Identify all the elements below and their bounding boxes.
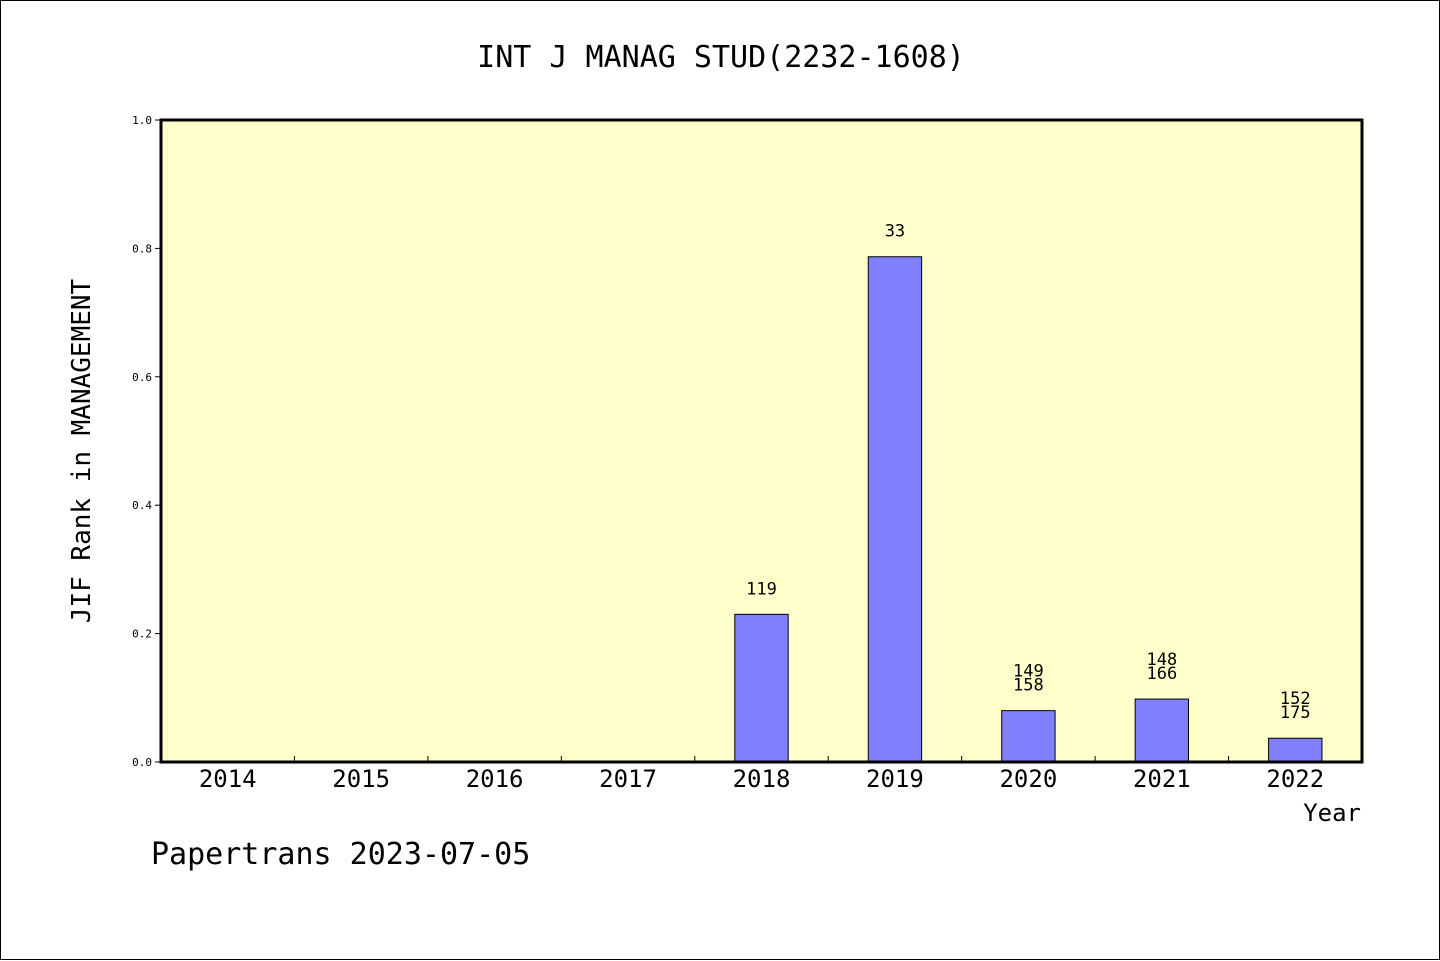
bar-2021	[1134, 698, 1190, 763]
x-tick-label-2018: 2018	[733, 765, 791, 793]
y-axis-label: JIF Rank in MANAGEMENT	[67, 278, 97, 623]
y-tick-label-0: 0.0	[132, 756, 152, 769]
x-tick-label-2019: 2019	[866, 765, 924, 793]
plot-border	[159, 118, 1364, 764]
y-axis: 0.0 0.2 0.4 0.6 0.8 1.0	[132, 114, 161, 769]
data-label-2021-1: 148	[1146, 650, 1177, 670]
x-tick-label-2015: 2015	[332, 765, 390, 793]
y-tick-label-5: 1.0	[132, 114, 152, 127]
y-tick-label-4: 0.8	[132, 242, 152, 255]
x-tick-label-2016: 2016	[466, 765, 524, 793]
data-label-2022-1: 152	[1280, 689, 1311, 709]
y-tick-label-3: 0.6	[132, 371, 152, 384]
x-tick-label-2020: 2020	[999, 765, 1057, 793]
bar-2022	[1268, 737, 1323, 763]
y-tick-label-1: 0.2	[132, 628, 152, 641]
x-axis: 2014 2015 2016 2017 2018 2019 2020 2021 2022	[199, 756, 1324, 793]
data-label-2019-1: 33	[885, 222, 905, 242]
footer-credit: Papertrans 2023-07-05	[151, 837, 530, 872]
data-label-2020-2: 158	[1013, 676, 1044, 696]
x-tick-label-2021: 2021	[1133, 765, 1191, 793]
bar-2019	[867, 256, 923, 763]
x-tick-label-2022: 2022	[1266, 765, 1324, 793]
data-label-2022-2: 175	[1280, 703, 1311, 723]
x-tick-label-2017: 2017	[599, 765, 657, 793]
data-label-2018-1: 119	[746, 579, 777, 599]
x-tick-label-2014: 2014	[199, 765, 257, 793]
bar-2018	[734, 613, 789, 763]
chart-title: INT J MANAG STUD(2232-1608)	[477, 40, 965, 75]
data-label-2020-1: 149	[1013, 662, 1044, 682]
bar-2020	[1001, 710, 1056, 763]
x-axis-label: Year	[1303, 799, 1361, 827]
y-tick-label-2: 0.4	[132, 499, 152, 512]
data-label-2021-2: 166	[1146, 664, 1177, 684]
bars-group	[734, 256, 1323, 763]
